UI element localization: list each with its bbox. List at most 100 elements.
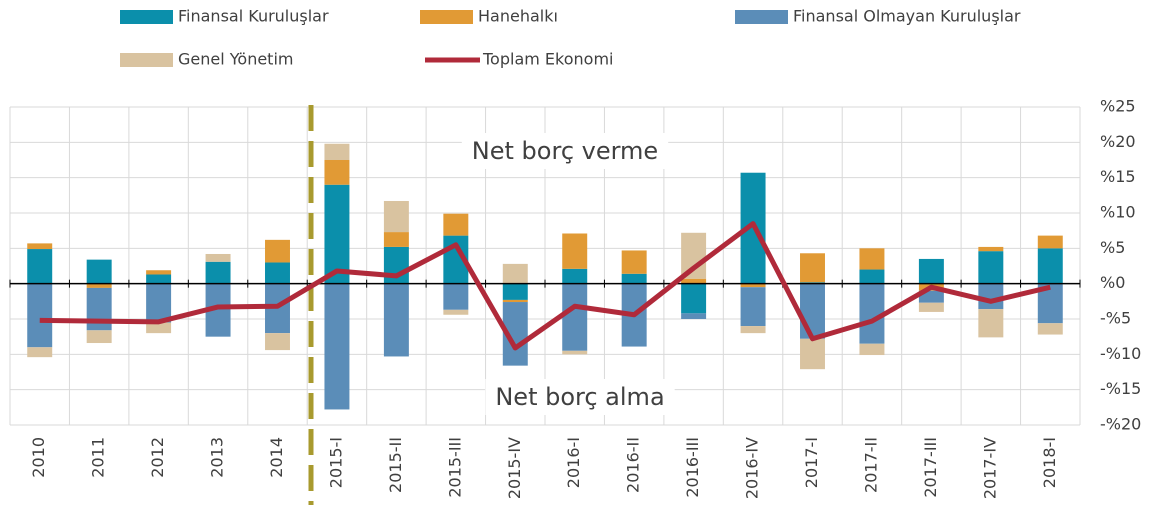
legend-swatch bbox=[420, 10, 473, 24]
bar bbox=[443, 283, 469, 310]
x-tick-label: 2017-IV bbox=[980, 437, 999, 499]
bar bbox=[27, 249, 53, 284]
bar bbox=[324, 283, 350, 410]
bar bbox=[681, 278, 707, 284]
bar bbox=[740, 283, 766, 288]
bar bbox=[146, 283, 172, 323]
bar bbox=[86, 287, 112, 331]
bar bbox=[1037, 323, 1063, 335]
y-tick-label: -%20 bbox=[1100, 415, 1141, 434]
bar bbox=[1037, 235, 1063, 249]
legend-label: Finansal Olmayan Kuruluşlar bbox=[793, 7, 1021, 26]
bar bbox=[205, 261, 231, 284]
y-tick-label: -%15 bbox=[1100, 379, 1141, 398]
y-tick-label: %0 bbox=[1100, 273, 1125, 292]
bar bbox=[383, 200, 409, 233]
annotation-bg bbox=[485, 379, 675, 415]
legend-swatch bbox=[735, 10, 788, 24]
x-tick-label: 2014 bbox=[267, 437, 286, 478]
bar bbox=[27, 243, 53, 250]
bar bbox=[146, 274, 172, 284]
bar bbox=[443, 213, 469, 236]
x-tick-label: 2017-I bbox=[802, 437, 821, 488]
y-tick-label: %25 bbox=[1100, 97, 1136, 116]
bar bbox=[681, 283, 707, 314]
bar bbox=[205, 253, 231, 262]
legend-label: Hanehalkı bbox=[478, 7, 558, 26]
bar bbox=[621, 273, 647, 284]
bar bbox=[86, 259, 112, 284]
bar bbox=[146, 322, 172, 334]
x-tick-label: 2017-III bbox=[921, 437, 940, 498]
bar bbox=[265, 262, 290, 284]
bar bbox=[562, 350, 588, 355]
x-tick-label: 2012 bbox=[148, 437, 167, 478]
y-tick-label: -%10 bbox=[1100, 344, 1141, 363]
line-series bbox=[39, 221, 1051, 351]
bar bbox=[562, 283, 588, 351]
annotation: Net borç alma bbox=[495, 383, 664, 411]
bar bbox=[859, 248, 885, 270]
bar bbox=[978, 283, 1004, 310]
bar bbox=[740, 287, 766, 327]
bar bbox=[383, 283, 409, 357]
bar bbox=[265, 333, 290, 351]
x-tick-label: 2015-II bbox=[386, 437, 405, 493]
bar bbox=[86, 283, 112, 288]
bar bbox=[562, 268, 588, 284]
bar bbox=[800, 283, 825, 339]
x-tick-label: 2010 bbox=[29, 437, 48, 478]
bar bbox=[324, 160, 350, 185]
x-tick-label: 2015-I bbox=[326, 437, 345, 488]
x-tick-label: 2015-IV bbox=[505, 437, 524, 499]
bar bbox=[800, 338, 825, 370]
bar bbox=[383, 232, 409, 247]
bar bbox=[681, 313, 707, 319]
legend-swatch bbox=[120, 10, 173, 24]
x-tick-label: 2017-II bbox=[861, 437, 880, 493]
bar bbox=[502, 263, 528, 284]
bar bbox=[740, 326, 766, 334]
x-tick-label: 2011 bbox=[89, 437, 108, 478]
bar bbox=[978, 309, 1004, 338]
y-tick-label: %10 bbox=[1100, 203, 1136, 222]
bar bbox=[978, 246, 1004, 252]
bar bbox=[859, 269, 885, 284]
x-tick-label: 2016-IV bbox=[743, 437, 762, 499]
y-tick-label: %5 bbox=[1100, 238, 1125, 257]
bar bbox=[918, 258, 944, 284]
x-tick-label: 2013 bbox=[208, 437, 227, 478]
x-tick-label: 2018-I bbox=[1040, 437, 1059, 488]
bar bbox=[859, 343, 885, 356]
legend-label: Toplam Ekonomi bbox=[482, 50, 613, 69]
x-tick-label: 2016-III bbox=[683, 437, 702, 498]
bar bbox=[918, 302, 944, 312]
bar bbox=[918, 290, 944, 303]
y-tick-label: %20 bbox=[1100, 132, 1136, 151]
y-tick-label: %15 bbox=[1100, 167, 1136, 186]
bar bbox=[502, 283, 528, 300]
annotation-bg bbox=[461, 133, 669, 169]
bar bbox=[324, 143, 350, 160]
bar bbox=[502, 299, 528, 303]
x-tick-label: 2016-II bbox=[624, 437, 643, 493]
legend-swatch bbox=[120, 53, 173, 67]
x-tick-label: 2016-I bbox=[564, 437, 583, 488]
y-tick-label: -%5 bbox=[1100, 309, 1131, 328]
bar bbox=[978, 251, 1004, 284]
x-tick-label: 2015-III bbox=[445, 437, 464, 498]
bar bbox=[443, 309, 469, 315]
legend-label: Genel Yönetim bbox=[178, 50, 293, 69]
bar bbox=[265, 239, 290, 263]
annotation: Net borç verme bbox=[472, 137, 658, 165]
legend-label: Finansal Kuruluşlar bbox=[178, 7, 329, 26]
bar bbox=[562, 233, 588, 269]
bar bbox=[146, 270, 172, 275]
bar bbox=[86, 330, 112, 344]
bar bbox=[621, 250, 647, 274]
bar bbox=[800, 253, 825, 283]
bar bbox=[1037, 248, 1063, 284]
bar bbox=[27, 347, 53, 358]
bar bbox=[27, 283, 53, 348]
